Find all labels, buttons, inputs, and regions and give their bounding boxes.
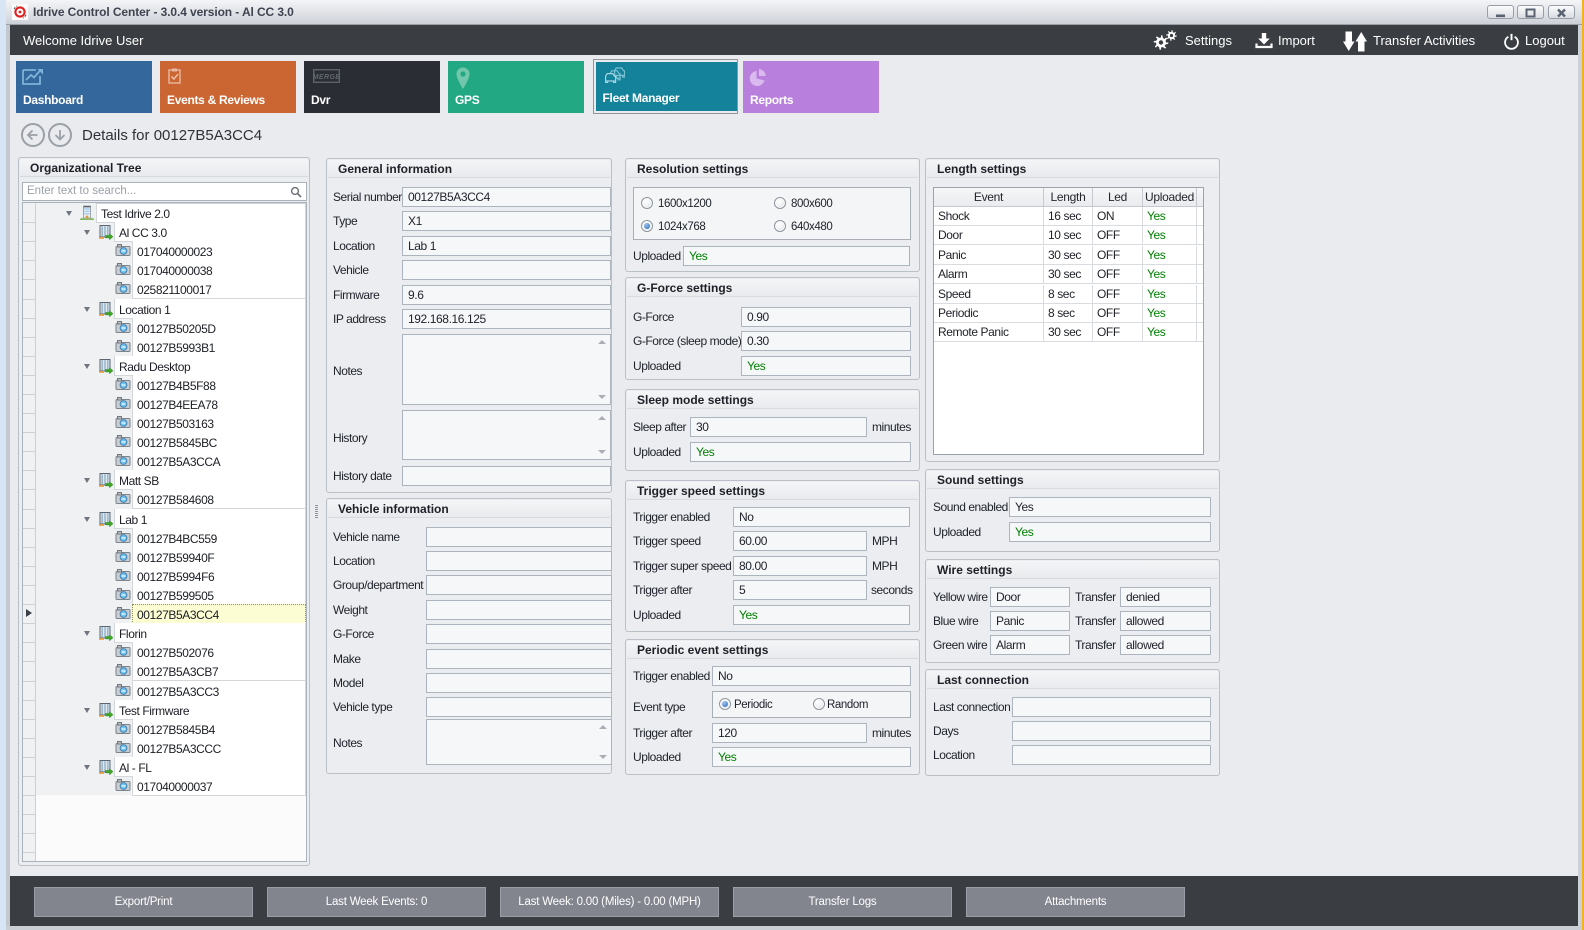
svg-text:MERGE: MERGE — [313, 74, 340, 81]
